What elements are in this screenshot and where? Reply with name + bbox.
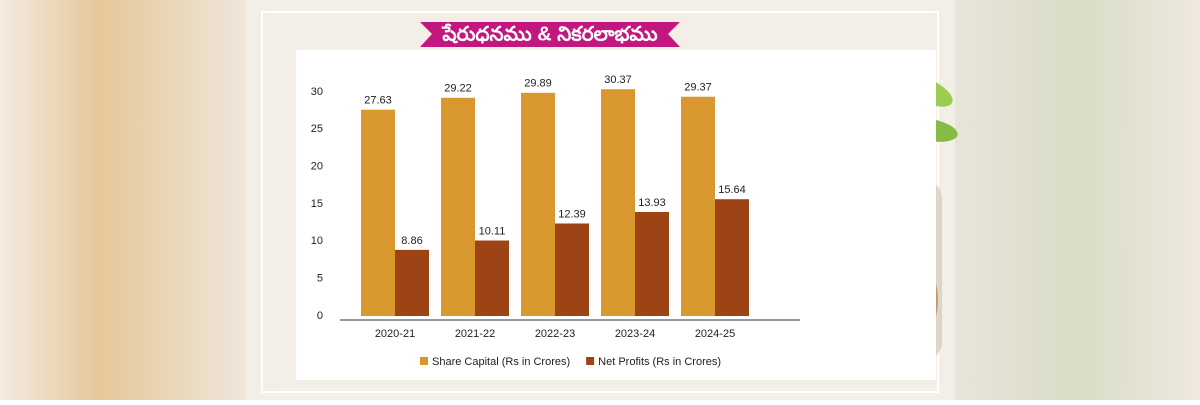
y-tick-label: 0	[317, 310, 323, 322]
bar	[601, 89, 635, 316]
y-tick-label: 15	[311, 198, 323, 210]
bar	[395, 249, 429, 316]
x-tick-label: 2021-22	[455, 328, 495, 340]
bar	[521, 92, 555, 316]
legend-label: Share Capital (Rs in Crores)	[432, 356, 570, 368]
background-right	[955, 0, 1200, 400]
bar	[555, 223, 589, 316]
x-tick-label: 2023-24	[615, 328, 655, 340]
value-label: 13.93	[638, 197, 666, 209]
bar	[635, 211, 669, 316]
legend-label: Net Profits (Rs in Crores)	[598, 356, 721, 368]
x-tick-label: 2022-23	[535, 328, 575, 340]
y-tick-label: 10	[311, 235, 323, 247]
y-tick-label: 5	[317, 273, 323, 285]
background-left	[0, 0, 245, 400]
bar	[475, 240, 509, 316]
legend-swatch	[420, 357, 428, 365]
value-label: 30.37	[604, 74, 632, 86]
value-label: 29.37	[684, 82, 712, 94]
y-tick-label: 30	[311, 86, 323, 98]
bar	[441, 97, 475, 316]
legend-swatch	[586, 357, 595, 365]
y-tick-label: 25	[311, 123, 323, 135]
x-tick-label: 2020-21	[375, 328, 415, 340]
value-label: 29.89	[524, 78, 552, 90]
value-label: 10.11	[479, 225, 506, 237]
value-label: 27.63	[364, 95, 392, 107]
x-tick-label: 2024-25	[695, 328, 735, 340]
title-banner	[420, 22, 680, 47]
value-label: 8.86	[401, 235, 422, 247]
value-label: 12.39	[558, 208, 586, 220]
value-label: 15.64	[718, 184, 746, 196]
bar	[361, 109, 395, 316]
chart-title: షేరుధనము & నికరలాభము	[441, 22, 657, 45]
bar	[715, 199, 749, 316]
bar	[681, 96, 715, 316]
value-label: 29.22	[444, 83, 472, 95]
y-tick-label: 20	[311, 161, 323, 173]
